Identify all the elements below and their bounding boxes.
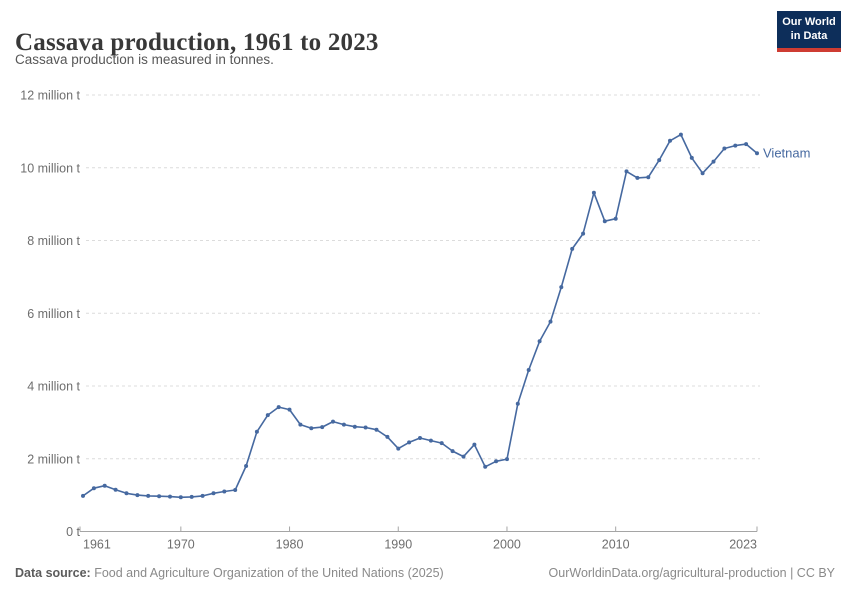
data-point — [461, 454, 466, 459]
data-point — [722, 146, 727, 151]
data-point — [418, 436, 422, 440]
data-point — [711, 159, 716, 164]
x-axis-tick-label: 1970 — [167, 538, 195, 552]
data-point — [570, 246, 575, 251]
y-axis-tick-label: 0 t — [66, 525, 80, 539]
data-point — [352, 424, 357, 429]
y-axis-tick-label: 8 million t — [27, 234, 80, 248]
data-point — [309, 426, 314, 431]
data-point — [233, 488, 238, 492]
data-point — [700, 171, 705, 176]
owid-logo-line2: in Data — [790, 29, 828, 42]
x-axis-tick-label: 2010 — [602, 538, 630, 552]
x-axis-tick-label: 2023 — [729, 538, 757, 552]
owid-logo: Our World in Data — [777, 11, 841, 52]
data-source: Data source: Food and Agriculture Organi… — [15, 566, 444, 580]
series-line — [82, 133, 758, 499]
data-point — [91, 486, 96, 491]
data-point — [200, 493, 205, 498]
series-label: Vietnam — [763, 146, 810, 161]
x-axis-tick-label: 2000 — [493, 538, 521, 552]
y-axis-tick-label: 4 million t — [27, 380, 80, 394]
data-point — [635, 175, 640, 180]
data-point — [755, 151, 759, 156]
x-axis-tick-label: 1961 — [83, 538, 111, 552]
data-point — [168, 494, 172, 499]
y-axis-tick-label: 2 million t — [27, 452, 80, 466]
data-point — [298, 422, 303, 427]
data-point — [146, 493, 151, 498]
data-point — [396, 446, 401, 451]
data-point — [428, 438, 433, 443]
data-point — [602, 219, 607, 224]
data-point — [178, 495, 183, 500]
data-point — [211, 491, 216, 496]
data-point — [494, 459, 499, 464]
data-point — [678, 132, 683, 137]
data-point — [581, 231, 586, 236]
data-point — [472, 442, 477, 447]
data-point — [548, 319, 553, 324]
data-point — [483, 464, 488, 469]
data-point — [157, 494, 162, 499]
data-point — [537, 339, 542, 344]
data-point — [287, 407, 292, 412]
data-point — [244, 464, 249, 468]
chart-footer: Data source: Food and Agriculture Organi… — [15, 566, 835, 580]
data-point — [374, 427, 379, 432]
data-point — [646, 175, 651, 180]
y-axis-tick-label: 10 million t — [20, 161, 80, 175]
data-point — [733, 143, 738, 148]
data-point — [341, 422, 346, 427]
data-point — [515, 401, 520, 406]
y-axis-tick-label: 6 million t — [27, 307, 80, 321]
data-point — [526, 368, 531, 372]
x-axis-tick-label: 1980 — [276, 538, 304, 552]
data-point — [668, 138, 672, 143]
data-point — [113, 487, 118, 492]
data-point — [81, 493, 85, 498]
data-point — [320, 425, 325, 430]
data-point — [102, 483, 107, 488]
y-axis-tick-label: 12 million t — [20, 89, 80, 103]
data-point — [407, 440, 412, 445]
data-point — [591, 190, 596, 195]
data-point — [135, 493, 140, 498]
data-point — [613, 216, 618, 221]
data-point — [222, 489, 227, 494]
data-point — [265, 413, 270, 418]
chart-subtitle: Cassava production is measured in tonnes… — [15, 52, 274, 67]
data-point — [363, 425, 368, 430]
data-point — [657, 158, 662, 163]
data-point — [439, 441, 444, 446]
credit-link: OurWorldinData.org/agricultural-producti… — [548, 566, 835, 580]
chart-title: Cassava production, 1961 to 2023 — [15, 28, 379, 56]
data-source-label: Data source: — [15, 566, 91, 580]
data-point — [559, 285, 564, 290]
data-point — [624, 169, 629, 174]
data-point — [124, 491, 129, 496]
x-axis-tick-label: 1990 — [384, 538, 412, 552]
data-point — [505, 457, 509, 462]
data-point — [276, 405, 281, 410]
owid-logo-line1: Our World — [782, 15, 836, 28]
data-point — [689, 155, 694, 160]
data-point — [189, 494, 194, 499]
data-point — [254, 429, 259, 434]
data-point — [331, 419, 335, 424]
data-point — [385, 434, 390, 439]
data-point — [450, 449, 455, 454]
data-source-text: Food and Agriculture Organization of the… — [90, 566, 444, 580]
data-point — [744, 142, 749, 147]
